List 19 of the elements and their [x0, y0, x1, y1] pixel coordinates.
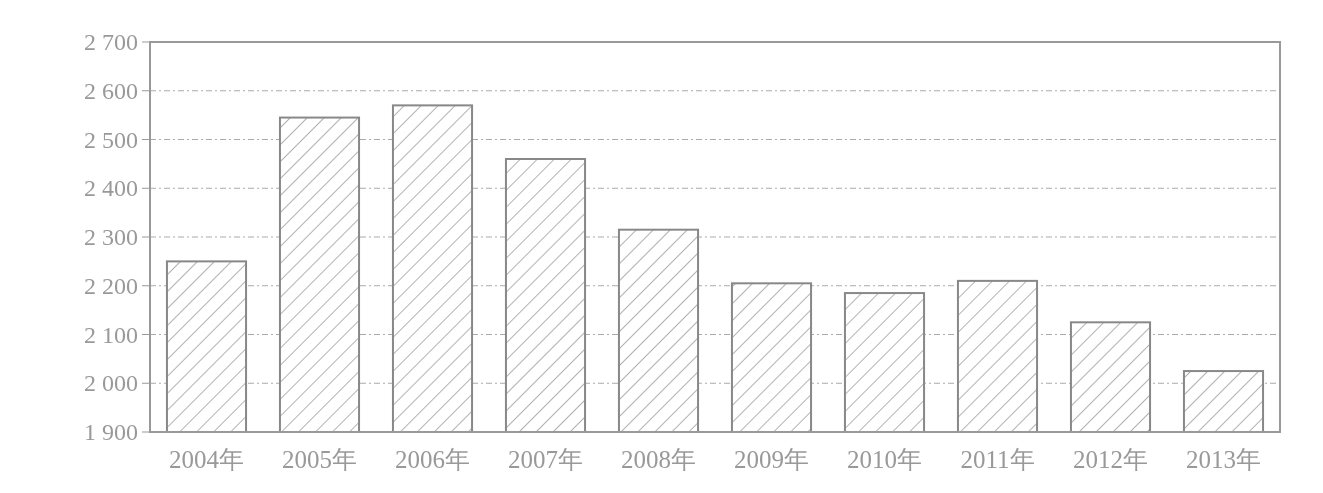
y-tick-label: 2 200 [84, 272, 138, 299]
y-tick-label: 2 700 [84, 29, 138, 55]
y-tick-label: 1 900 [84, 419, 138, 445]
y-tick-label: 2 000 [84, 370, 138, 397]
y-tick-label: 2 600 [84, 77, 138, 104]
x-tick-label: 2006年 [395, 446, 470, 473]
x-tick-label: 2007年 [508, 446, 583, 473]
x-tick-label: 2012年 [1073, 446, 1148, 473]
x-tick-label: 2011年 [960, 446, 1035, 473]
y-tick-label: 2 300 [84, 224, 138, 250]
x-tick-label: 2009年 [734, 446, 809, 473]
x-tick-label: 2004年 [169, 446, 244, 473]
y-tick-label: 2 100 [84, 321, 138, 348]
y-tick-label: 2 400 [84, 175, 138, 202]
x-tick-label: 2005年 [282, 446, 357, 473]
x-tick-label: 2008年 [621, 446, 696, 473]
x-tick-label: 2013年 [1186, 446, 1261, 473]
x-tick-label: 2010年 [847, 446, 922, 473]
y-tick-label: 2 500 [84, 126, 138, 153]
